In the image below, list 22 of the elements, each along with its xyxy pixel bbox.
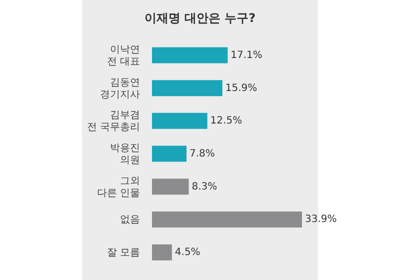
y-tick-label: 김부겸 전 국무총리 [86, 110, 140, 133]
y-tick-label: 없음 [120, 214, 140, 226]
bar [152, 146, 187, 162]
bar [152, 178, 189, 195]
data-label: 17.1% [230, 50, 262, 61]
data-label: 8.3% [192, 181, 218, 192]
data-label: 7.8% [190, 148, 215, 160]
bar [152, 244, 172, 260]
bar [152, 47, 228, 64]
bar [152, 112, 208, 129]
y-tick-label: 박용진 의원 [110, 142, 140, 166]
y-tick-label: 그외 다른 인물 [96, 176, 140, 199]
y-tick-label: 이낙연 전 대표 [106, 44, 140, 68]
data-label: 12.5% [210, 116, 242, 127]
data-label: 33.9% [305, 214, 337, 226]
data-label: 4.5% [174, 247, 200, 258]
y-tick-label: 잘 모름 [106, 247, 140, 258]
bar [152, 212, 302, 228]
bar [152, 80, 222, 96]
y-tick-label: 김동연 경기지사 [100, 77, 140, 100]
chart-title: 이재명 대안은 누구? [143, 10, 257, 27]
data-label: 15.9% [225, 82, 258, 94]
